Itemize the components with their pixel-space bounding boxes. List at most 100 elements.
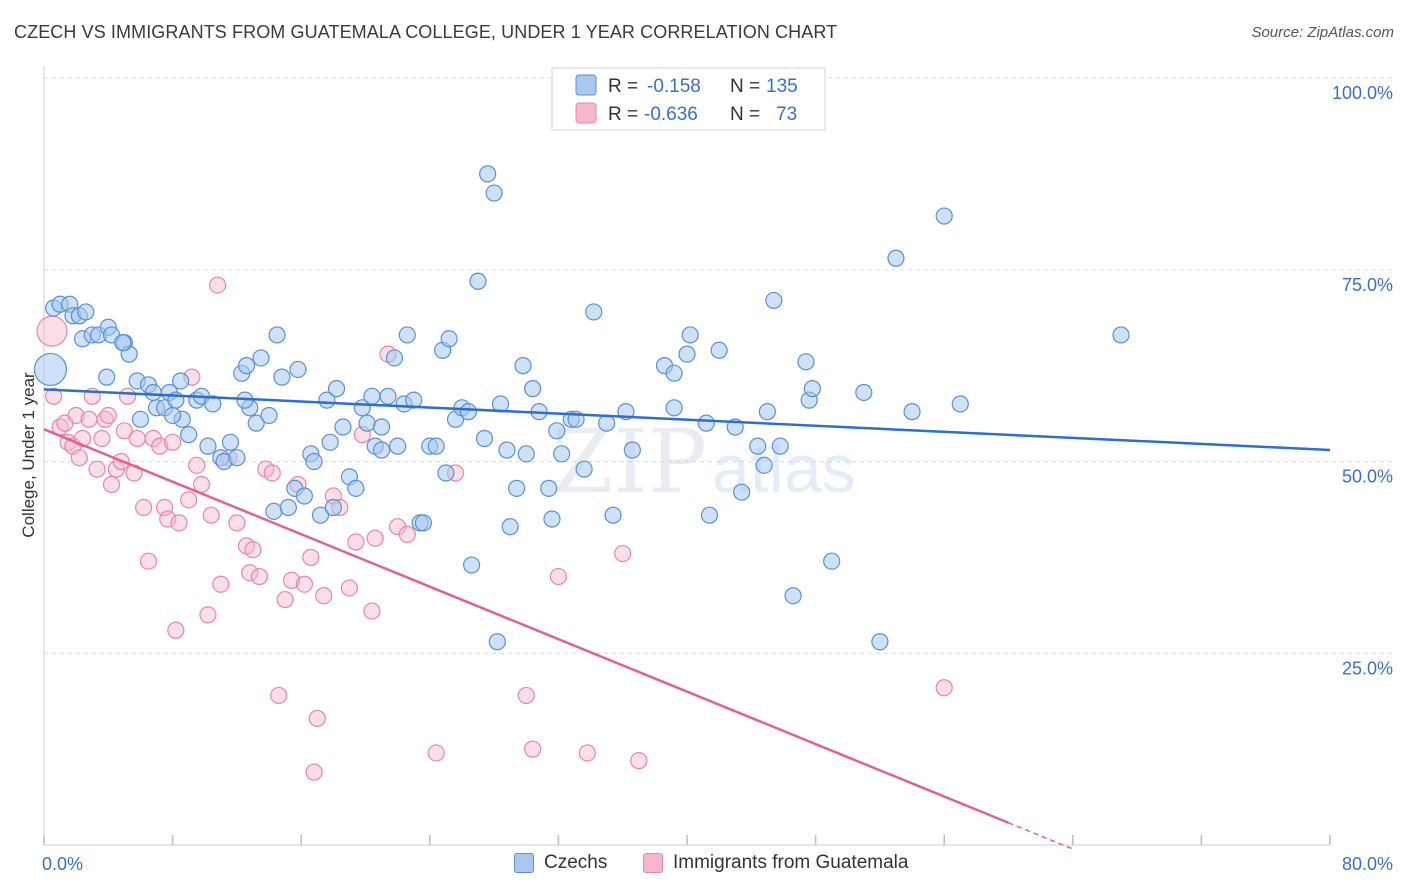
legend-czechs-r-label: R =	[608, 76, 638, 97]
point-guatemala-9	[80, 410, 98, 428]
point-czechs-25	[180, 426, 198, 444]
point-czechs-134	[144, 383, 162, 402]
x-tick-label-0: 0.0%	[42, 854, 83, 874]
point-guatemala-42	[241, 564, 259, 582]
point-guatemala-14	[99, 406, 117, 425]
point-czechs-61	[379, 387, 397, 405]
point-czechs-92	[548, 422, 566, 440]
point-czechs-63	[389, 437, 407, 455]
point-czechs-48	[305, 452, 323, 471]
point-czechs-130	[372, 441, 391, 459]
point-czechs-43	[279, 498, 297, 517]
point-czechs-39	[260, 406, 278, 425]
point-guatemala-30	[170, 514, 188, 532]
x-tick-label-1: 80.0%	[1342, 854, 1393, 874]
point-guatemala-36	[202, 506, 220, 524]
point-czechs-6	[77, 303, 95, 321]
point-czechs-116	[771, 437, 789, 455]
series-guatemala-points	[36, 276, 953, 781]
point-guatemala-44	[250, 567, 269, 586]
legend-bottom: Czechs Immigrants from Guatemala	[0, 852, 1406, 878]
point-czechs-72	[437, 464, 455, 482]
point-czechs-33	[228, 449, 246, 467]
point-czechs-115	[765, 291, 783, 310]
point-czechs-46	[295, 487, 314, 505]
point-guatemala-35	[199, 606, 217, 624]
point-czechs-88	[524, 380, 542, 398]
point-guatemala-21	[128, 429, 146, 448]
point-czechs-103	[665, 364, 683, 382]
point-czechs-122	[855, 383, 873, 402]
point-czechs-98	[598, 414, 616, 432]
point-czechs-16	[114, 334, 132, 352]
point-czechs-62	[385, 349, 404, 367]
legend-czechs-label: Czechs	[544, 852, 608, 873]
point-czechs-42	[273, 368, 291, 386]
y-tick-label-1: 75.0%	[1342, 275, 1393, 295]
point-czechs-133	[164, 406, 182, 425]
point-czechs-29	[204, 395, 222, 413]
point-czechs-126	[935, 207, 953, 225]
legend-czechs-swatch	[575, 74, 597, 96]
point-guatemala-71	[578, 744, 596, 762]
point-czechs-123	[871, 633, 889, 651]
legend-item-guatemala: Immigrants from Guatemala	[643, 852, 908, 874]
point-czechs-77	[462, 556, 481, 574]
point-guatemala-65	[398, 525, 416, 543]
point-czechs-113	[755, 456, 773, 474]
point-guatemala-27	[159, 510, 177, 528]
point-czechs-45	[289, 360, 307, 379]
y-tick-label-2: 50.0%	[1342, 467, 1393, 487]
source-label: Source: ZipAtlas.com	[1251, 24, 1394, 41]
point-czechs-129	[488, 633, 506, 651]
point-czechs-14	[98, 368, 116, 386]
point-czechs-106	[681, 326, 699, 344]
trendlines	[43, 388, 1331, 850]
point-czechs-109	[710, 341, 728, 359]
trendline-guatemala	[43, 428, 1009, 824]
point-czechs-84	[501, 518, 519, 536]
point-guatemala-52	[302, 548, 320, 566]
legend-guatemala-bottom-swatch	[643, 853, 663, 873]
legend-top: R = -0.158 N = 135 R = -0.636 N = 73	[551, 67, 826, 131]
point-guatemala-38	[212, 575, 230, 593]
point-czechs-124	[887, 249, 905, 267]
point-czechs-73	[440, 330, 458, 348]
point-guatemala-6	[67, 406, 85, 425]
legend-czechs-n-value: 135	[766, 76, 798, 97]
point-guatemala-49	[282, 571, 301, 589]
point-czechs-60	[372, 418, 391, 436]
point-guatemala-59	[347, 533, 365, 551]
point-guatemala-46	[263, 464, 281, 482]
trendline-czechs	[43, 388, 1331, 452]
legend-guatemala-label: Immigrants from Guatemala	[673, 852, 909, 873]
point-czechs-81	[485, 184, 503, 202]
point-czechs-35	[237, 357, 256, 375]
point-czechs-121	[823, 552, 841, 570]
point-czechs-105	[678, 345, 696, 363]
point-czechs-83	[498, 441, 516, 459]
point-czechs-57	[358, 414, 376, 432]
point-czechs-117	[784, 587, 802, 605]
series-czechs-points	[33, 165, 1130, 651]
point-czechs-111	[733, 483, 751, 501]
legend-guatemala-r-value: -0.636	[644, 104, 698, 125]
point-czechs-58	[363, 387, 381, 405]
point-guatemala-19	[118, 387, 137, 405]
point-czechs-0	[33, 352, 68, 387]
point-guatemala-72	[614, 544, 632, 563]
point-czechs-120	[803, 380, 821, 398]
point-czechs-97	[585, 303, 603, 321]
point-czechs-78	[469, 272, 487, 290]
legend-czechs-n-label: N =	[730, 76, 760, 97]
point-guatemala-7	[70, 449, 88, 467]
point-guatemala-66	[427, 744, 445, 762]
point-guatemala-11	[88, 460, 106, 478]
point-czechs-127	[951, 395, 969, 413]
point-czechs-76	[459, 403, 477, 421]
point-czechs-79	[475, 429, 494, 448]
point-czechs-18	[131, 410, 150, 428]
point-guatemala-29	[167, 621, 185, 639]
point-czechs-93	[553, 445, 571, 463]
point-czechs-128	[1112, 326, 1130, 344]
